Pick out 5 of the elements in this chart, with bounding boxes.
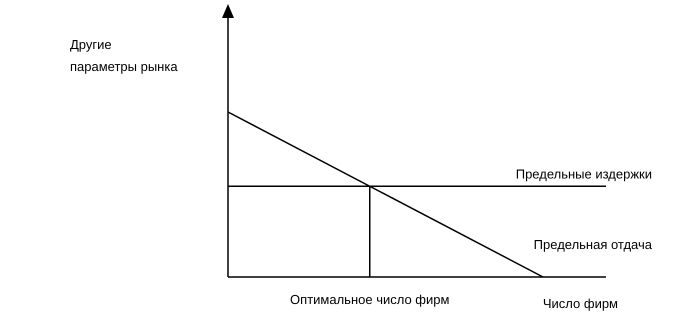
series-label: Предельная отдача <box>534 237 653 252</box>
series-label: Предельные издержки <box>516 166 652 182</box>
text: Оптимальное число фирм <box>290 292 450 307</box>
x-axis-title: Число фирм <box>542 296 618 311</box>
y-axis-title: Другие параметры рынка <box>70 36 178 76</box>
